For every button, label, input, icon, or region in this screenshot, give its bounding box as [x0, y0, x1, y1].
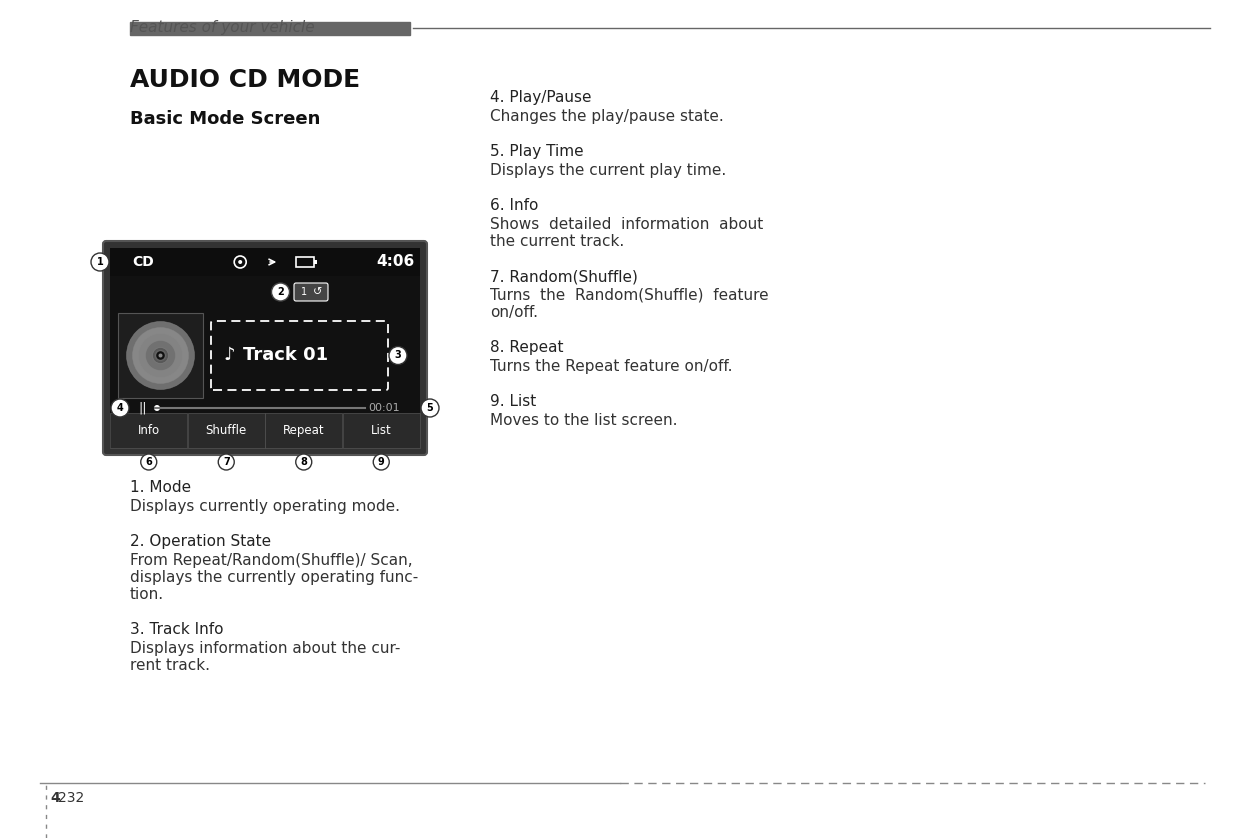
Text: ↺: ↺ [312, 287, 322, 297]
Circle shape [141, 454, 156, 470]
Text: displays the currently operating func-: displays the currently operating func- [130, 570, 418, 585]
Text: 7. Random(Shuffle): 7. Random(Shuffle) [490, 269, 637, 284]
Text: Basic Mode Screen: Basic Mode Screen [130, 110, 320, 128]
Bar [118, 313, 203, 398]
Text: ||: || [138, 401, 146, 415]
Text: 232: 232 [58, 791, 84, 805]
Text: rent track.: rent track. [130, 658, 210, 673]
Bar [110, 248, 420, 276]
Text: tion.: tion. [130, 587, 164, 602]
Text: Turns the Repeat feature on/off.: Turns the Repeat feature on/off. [490, 359, 733, 374]
Bar [130, 22, 410, 35]
Text: ♪: ♪ [223, 346, 234, 365]
Text: 3. Track Info: 3. Track Info [130, 622, 223, 637]
Circle shape [272, 283, 289, 301]
Text: 2: 2 [277, 287, 284, 297]
Circle shape [133, 328, 188, 384]
Circle shape [155, 350, 165, 360]
Text: List: List [371, 424, 392, 437]
Bar [342, 413, 419, 448]
Circle shape [218, 454, 234, 470]
Text: 1. Mode: 1. Mode [130, 480, 191, 495]
Bar [110, 248, 420, 448]
Circle shape [389, 346, 407, 365]
Text: on/off.: on/off. [490, 305, 538, 320]
Circle shape [238, 260, 242, 264]
Text: Repeat: Repeat [283, 424, 325, 437]
Text: 9. List: 9. List [490, 394, 536, 409]
Text: 8. Repeat: 8. Repeat [490, 340, 563, 355]
Text: 7: 7 [223, 457, 229, 467]
Text: 9: 9 [378, 457, 384, 467]
Text: the current track.: the current track. [490, 234, 624, 249]
Text: Displays information about the cur-: Displays information about the cur- [130, 641, 401, 656]
Text: CD: CD [131, 255, 154, 269]
Text: 5: 5 [427, 403, 433, 413]
FancyBboxPatch shape [103, 241, 427, 455]
Circle shape [139, 334, 182, 377]
Bar [296, 257, 314, 267]
Text: 4: 4 [117, 403, 123, 413]
Circle shape [145, 340, 176, 370]
Text: Turns  the  Random(Shuffle)  feature: Turns the Random(Shuffle) feature [490, 288, 769, 303]
Circle shape [154, 405, 160, 411]
Text: 6. Info: 6. Info [490, 198, 538, 213]
Text: AUDIO CD MODE: AUDIO CD MODE [130, 68, 360, 92]
Text: Shuffle: Shuffle [206, 424, 247, 437]
Circle shape [153, 348, 169, 364]
Text: From Repeat/Random(Shuffle)/ Scan,: From Repeat/Random(Shuffle)/ Scan, [130, 553, 413, 568]
Bar [314, 260, 317, 264]
Text: Displays currently operating mode.: Displays currently operating mode. [130, 499, 401, 514]
Text: 4. Play/Pause: 4. Play/Pause [490, 90, 591, 105]
Text: Shows  detailed  information  about: Shows detailed information about [490, 217, 764, 232]
Text: 3: 3 [394, 350, 402, 360]
Bar [187, 413, 264, 448]
Text: Changes the play/pause state.: Changes the play/pause state. [490, 109, 724, 124]
Text: 4:06: 4:06 [377, 255, 415, 270]
Text: 1: 1 [97, 257, 103, 267]
Text: Moves to the list screen.: Moves to the list screen. [490, 413, 677, 428]
Bar [265, 413, 342, 448]
Text: Track 01: Track 01 [243, 346, 329, 365]
Circle shape [112, 399, 129, 417]
Circle shape [126, 322, 195, 390]
Text: 6: 6 [145, 457, 153, 467]
Circle shape [422, 399, 439, 417]
Text: 1: 1 [301, 287, 308, 297]
Text: 4: 4 [50, 791, 60, 805]
Text: Info: Info [138, 424, 160, 437]
Circle shape [296, 454, 311, 470]
Text: Features of your vehicle: Features of your vehicle [130, 20, 315, 35]
FancyBboxPatch shape [294, 283, 329, 301]
Text: 5. Play Time: 5. Play Time [490, 144, 584, 159]
Text: 2. Operation State: 2. Operation State [130, 534, 272, 549]
Text: 00:01: 00:01 [368, 403, 399, 413]
Text: Displays the current play time.: Displays the current play time. [490, 163, 727, 178]
Circle shape [159, 354, 162, 358]
Text: 8: 8 [300, 457, 308, 467]
Circle shape [373, 454, 389, 470]
Bar [110, 413, 187, 448]
Circle shape [91, 253, 109, 271]
